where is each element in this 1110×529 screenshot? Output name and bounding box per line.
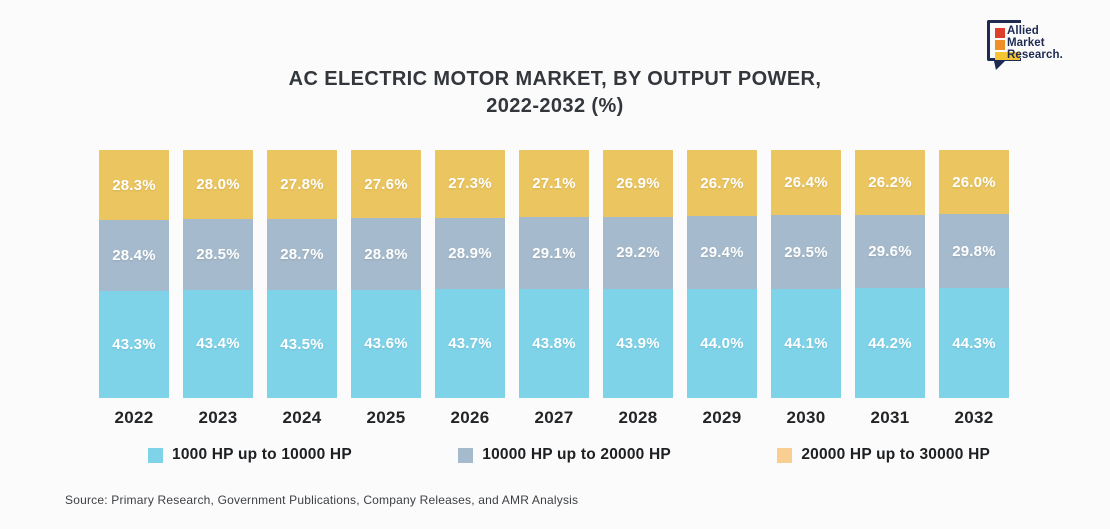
legend-swatch-icon <box>458 447 474 463</box>
x-axis-label: 2032 <box>954 408 994 427</box>
bar-column: 28.0% 28.5% 43.4% 2023 <box>183 150 253 428</box>
bar-segment: 43.5% <box>267 290 337 398</box>
stacked-bar: 26.0% 29.8% 44.3% <box>939 150 1009 398</box>
bar-segment: 43.4% <box>183 290 253 398</box>
legend-item: 10000 HP up to 20000 HP <box>458 446 671 464</box>
bar-segment: 26.2% <box>855 150 925 215</box>
chart-title-line-1: AC ELECTRIC MOTOR MARKET, BY OUTPUT POWE… <box>288 68 822 90</box>
bar-segment: 29.4% <box>687 216 757 289</box>
bar-segment: 28.7% <box>267 218 337 291</box>
logo-yellow-bar-icon <box>995 52 1020 60</box>
bar-column: 27.8% 28.7% 43.5% 2024 <box>267 150 337 428</box>
bar-segment: 43.7% <box>435 289 505 398</box>
bar-column: 26.4% 29.5% 44.1% 2030 <box>771 150 841 428</box>
logo-wordmark: Allied Market Research. <box>1007 25 1063 61</box>
bar-segment: 29.1% <box>519 217 589 290</box>
x-axis-label: 2031 <box>870 408 910 427</box>
x-axis-label: 2026 <box>450 408 490 427</box>
bar-segment: 29.6% <box>855 214 925 289</box>
x-axis-label: 2022 <box>114 408 154 427</box>
bar-segment: 27.6% <box>351 150 421 219</box>
bar-column: 28.3% 28.4% 43.3% 2022 <box>99 150 169 428</box>
bar-segment: 29.8% <box>939 214 1009 289</box>
bar-segment: 26.9% <box>603 150 673 217</box>
bar-segment: 43.8% <box>519 289 589 398</box>
bar-column: 27.6% 28.8% 43.6% 2025 <box>351 150 421 428</box>
bar-segment: 44.2% <box>855 288 925 398</box>
bar-column: 27.1% 29.1% 43.8% 2027 <box>519 150 589 428</box>
bar-column: 26.9% 29.2% 43.9% 2028 <box>603 150 673 428</box>
stacked-bar: 26.4% 29.5% 44.1% <box>771 150 841 398</box>
x-axis-label: 2028 <box>618 408 658 427</box>
bar-segment: 26.0% <box>939 150 1009 215</box>
bar-segment: 44.0% <box>687 288 757 398</box>
stacked-bar-chart: 28.3% 28.4% 43.3% 2022 28.0% 28.5% 43.4% 2023 27… <box>99 150 1010 428</box>
stacked-bar: 27.1% 29.1% 43.8% <box>519 150 589 398</box>
bar-segment: 43.6% <box>351 289 421 398</box>
bar-segment: 26.4% <box>771 150 841 216</box>
bar-column: 26.0% 29.8% 44.3% 2032 <box>939 150 1009 428</box>
bar-column: 26.7% 29.4% 44.0% 2029 <box>687 150 757 428</box>
stacked-bar: 28.0% 28.5% 43.4% <box>183 150 253 398</box>
bar-segment: 44.3% <box>939 288 1009 398</box>
bar-segment: 28.5% <box>183 219 253 291</box>
legend: 1000 HP up to 10000 HP 10000 HP up to 200… <box>148 446 990 464</box>
legend-item: 1000 HP up to 10000 HP <box>148 446 352 464</box>
x-axis-label: 2030 <box>786 408 826 427</box>
logo-line-1: Allied <box>1007 25 1039 37</box>
legend-label: 1000 HP up to 10000 HP <box>172 446 352 463</box>
x-axis-label: 2027 <box>534 408 574 427</box>
bar-column: 27.3% 28.9% 43.7% 2026 <box>435 150 505 428</box>
bar-segment: 29.5% <box>771 215 841 289</box>
bar-segment: 27.8% <box>267 150 337 219</box>
legend-swatch-icon <box>777 447 793 463</box>
bar-segment: 43.9% <box>603 289 673 398</box>
x-axis-label: 2024 <box>282 408 322 427</box>
stacked-bar: 28.3% 28.4% 43.3% <box>99 150 169 398</box>
logo-orange-square-icon <box>995 40 1005 50</box>
logo-bubble-tail-icon <box>994 61 1005 70</box>
chart-title: AC ELECTRIC MOTOR MARKET, BY OUTPUT POWE… <box>0 66 1110 120</box>
stacked-bar: 27.6% 28.8% 43.6% <box>351 150 421 398</box>
x-axis-label: 2029 <box>702 408 742 427</box>
legend-label: 10000 HP up to 20000 HP <box>482 446 671 463</box>
stacked-bar: 26.2% 29.6% 44.2% <box>855 150 925 398</box>
bar-segment: 28.0% <box>183 150 253 220</box>
bar-segment: 26.7% <box>687 150 757 217</box>
bar-segment: 29.2% <box>603 216 673 290</box>
stacked-bar: 26.9% 29.2% 43.9% <box>603 150 673 398</box>
stacked-bar: 27.8% 28.7% 43.5% <box>267 150 337 398</box>
bar-segment: 28.9% <box>435 217 505 290</box>
bar-segment: 43.3% <box>99 290 169 398</box>
bar-segment: 28.3% <box>99 150 169 221</box>
bar-segment: 44.1% <box>771 288 841 398</box>
x-axis-label: 2025 <box>366 408 406 427</box>
chart-title-line-2: 2022-2032 (%) <box>486 95 624 117</box>
logo-line-3: Research. <box>1007 49 1063 61</box>
bar-segment: 27.3% <box>435 150 505 218</box>
source-note: Source: Primary Research, Government Pub… <box>65 493 579 507</box>
bar-column: 26.2% 29.6% 44.2% 2031 <box>855 150 925 428</box>
legend-swatch-icon <box>148 447 163 463</box>
legend-item: 20000 HP up to 30000 HP <box>777 446 990 464</box>
stacked-bar: 27.3% 28.9% 43.7% <box>435 150 505 398</box>
logo-red-square-icon <box>995 28 1005 38</box>
bar-segment: 28.8% <box>351 218 421 290</box>
stacked-bar: 26.7% 29.4% 44.0% <box>687 150 757 398</box>
logo-line-2: Market <box>1007 37 1045 49</box>
x-axis-label: 2023 <box>198 408 238 427</box>
bar-segment: 28.4% <box>99 220 169 291</box>
allied-market-research-logo: Allied Market Research. <box>987 20 1087 70</box>
bar-segment: 27.1% <box>519 150 589 218</box>
legend-label: 20000 HP up to 30000 HP <box>801 446 990 463</box>
